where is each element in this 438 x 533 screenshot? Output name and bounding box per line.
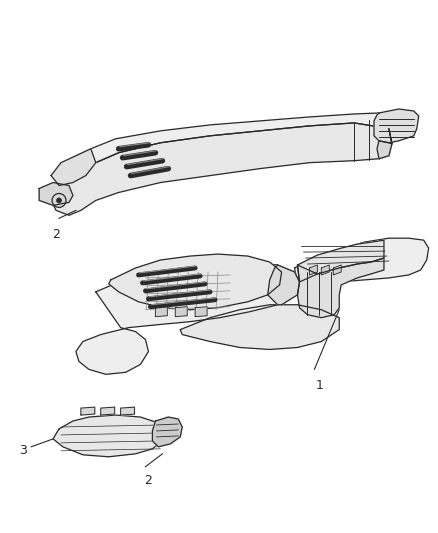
Text: 2: 2 [145, 474, 152, 487]
Polygon shape [297, 258, 384, 318]
Polygon shape [377, 129, 392, 159]
Polygon shape [51, 149, 96, 185]
Polygon shape [109, 254, 282, 310]
Polygon shape [374, 109, 419, 143]
Polygon shape [175, 307, 187, 317]
Polygon shape [81, 407, 95, 415]
Polygon shape [76, 262, 300, 374]
Text: 2: 2 [52, 228, 60, 241]
Polygon shape [309, 265, 318, 275]
Polygon shape [120, 407, 134, 415]
Polygon shape [268, 265, 300, 305]
Polygon shape [180, 305, 339, 350]
Polygon shape [155, 307, 167, 317]
Polygon shape [195, 307, 207, 317]
Polygon shape [61, 113, 397, 181]
Text: 1: 1 [315, 379, 323, 392]
Polygon shape [297, 240, 384, 282]
Polygon shape [294, 238, 429, 295]
Circle shape [57, 198, 61, 203]
Polygon shape [53, 415, 165, 457]
Polygon shape [321, 265, 329, 275]
Polygon shape [333, 265, 341, 275]
Polygon shape [152, 417, 182, 447]
Polygon shape [101, 407, 115, 415]
Text: 3: 3 [19, 445, 27, 457]
Polygon shape [51, 123, 392, 215]
Polygon shape [39, 182, 73, 205]
